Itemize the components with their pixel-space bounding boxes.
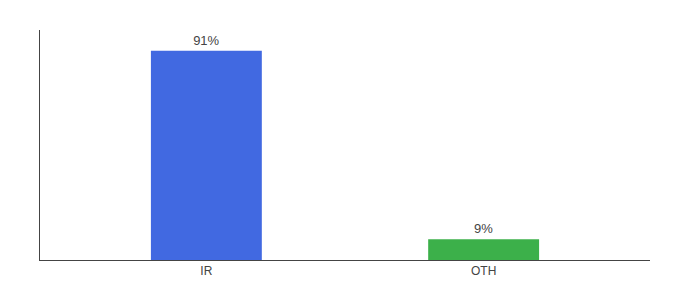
svg-text:IR: IR [200,264,212,278]
svg-text:OTH: OTH [471,264,496,278]
svg-text:91%: 91% [193,33,219,48]
svg-text:9%: 9% [474,221,493,236]
